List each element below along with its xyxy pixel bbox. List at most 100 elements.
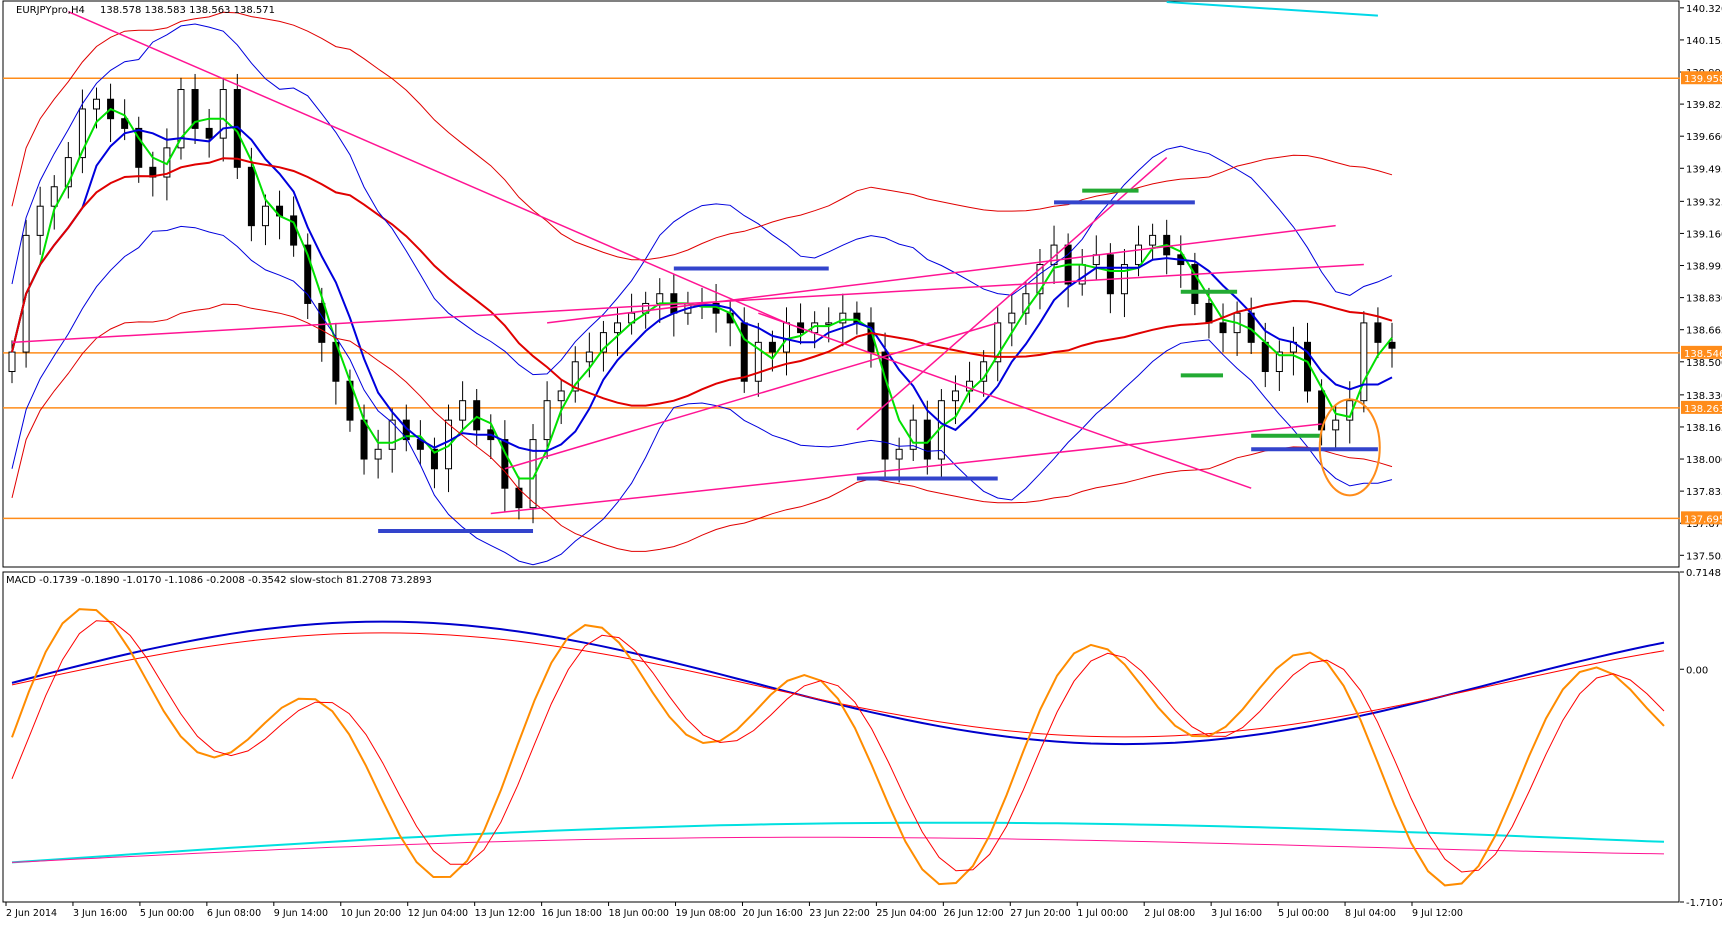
bull-candle (36, 205, 44, 236)
price-pane (2, 0, 1680, 568)
bear-candle (515, 487, 523, 509)
time-tick-label: 12 Jun 04:00 (408, 908, 468, 919)
price-tick-label: 138.500 (1686, 358, 1722, 369)
macd-tick-label: 0.7148 (1686, 568, 1721, 579)
bear-candle (1106, 254, 1114, 295)
bear-candle (473, 400, 481, 431)
trend-line (490, 423, 1322, 515)
bull-candle (543, 400, 551, 441)
bull-candle (388, 419, 396, 450)
bull-candle (839, 312, 847, 324)
price-label-text: 139.958 (1684, 74, 1722, 85)
ohlc-readout: 138.578 138.583 138.563 138.571 (100, 5, 275, 16)
time-tick-label: 6 Jun 08:00 (207, 908, 261, 919)
bull-candle (557, 390, 565, 402)
bull-candle (599, 332, 607, 353)
bear-candle (501, 439, 509, 489)
bull-candle (64, 157, 72, 188)
highlight-circle (1318, 398, 1381, 497)
moving-average-slow (11, 157, 1393, 407)
price-tick-label: 140.320 (1686, 4, 1722, 15)
macd-tick-label: 0.00 (1686, 665, 1708, 676)
macd-pane-frame (2, 571, 1680, 903)
bear-candle (1374, 322, 1382, 343)
bear-candle (430, 448, 438, 470)
price-tick-label: 138.330 (1686, 391, 1722, 402)
bull-candle (951, 390, 959, 402)
trend-line (68, 11, 787, 324)
price-tick-label: 139.660 (1686, 132, 1722, 143)
bear-candle (1261, 341, 1269, 373)
time-tick-label: 13 Jun 12:00 (475, 908, 535, 919)
bear-candle (360, 419, 368, 460)
bull-candle (1360, 322, 1368, 402)
bear-candle (121, 118, 129, 129)
time-tick-label: 1 Jul 00:00 (1077, 908, 1128, 919)
price-label-box (1681, 511, 1722, 525)
macd-title: MACD -0.1739 -0.1890 -1.0170 -1.1086 -0.… (6, 575, 432, 586)
time-tick-label: 9 Jun 14:00 (274, 908, 328, 919)
price-tick-label: 139.325 (1686, 197, 1722, 208)
price-tick-label: 140.155 (1686, 36, 1722, 47)
bear-candle (1219, 322, 1227, 334)
bull-candle (459, 400, 467, 421)
price-tick-label: 139.160 (1686, 229, 1722, 240)
outer-envelope-upper (11, 11, 1393, 261)
bull-candle (1022, 293, 1030, 314)
time-tick-label: 27 Jun 20:00 (1010, 908, 1070, 919)
price-tick-label: 138.995 (1686, 262, 1722, 273)
bull-candle (1036, 264, 1044, 295)
time-tick-label: 10 Jun 20:00 (341, 908, 401, 919)
bull-candle (219, 89, 227, 139)
envelope-lower (11, 225, 1393, 566)
bull-candle (895, 448, 903, 460)
bull-candle (374, 448, 382, 460)
bull-candle (909, 419, 917, 450)
slow-stoch-main (11, 608, 1665, 887)
price-tick-label: 137.505 (1686, 551, 1722, 562)
bear-candle (191, 89, 199, 129)
axis-layer: 140.320140.155139.990139.825139.660139.4… (5, 4, 1722, 919)
bear-candle (205, 127, 213, 139)
bull-candle (1275, 351, 1283, 373)
price-tick-label: 138.665 (1686, 326, 1722, 337)
bear-candle (768, 341, 776, 353)
bear-candle (1388, 341, 1396, 349)
trend-line (11, 263, 1364, 344)
macd-signal-line (11, 632, 1665, 738)
bull-candle (656, 293, 664, 304)
price-tick-label: 137.670 (1686, 519, 1722, 530)
time-tick-label: 16 Jun 18:00 (542, 908, 602, 919)
bull-candle (1332, 419, 1340, 431)
bear-candle (1205, 302, 1213, 324)
macd-tick-label: -1.7107 (1686, 898, 1722, 909)
price-label-box (1681, 345, 1722, 359)
bear-candle (290, 215, 298, 246)
time-tick-label: 8 Jul 04:00 (1345, 908, 1396, 919)
bull-candle (1008, 312, 1016, 324)
moving-average-medium (11, 125, 1393, 452)
price-label-text: 138.263 (1684, 404, 1722, 415)
bull-candle (1149, 234, 1157, 246)
bull-candle (50, 186, 58, 207)
price-tick-label: 138.000 (1686, 455, 1722, 466)
trend-line (547, 224, 1336, 324)
slow-stoch-signal (11, 620, 1665, 873)
time-tick-label: 18 Jun 00:00 (609, 908, 669, 919)
bull-candle (92, 98, 100, 110)
bull-candle (585, 351, 593, 363)
time-tick-label: 3 Jun 16:00 (73, 908, 127, 919)
bull-candle (571, 361, 579, 392)
time-tick-label: 5 Jul 00:00 (1278, 908, 1329, 919)
price-label-text: 137.695 (1684, 514, 1722, 525)
bear-candle (1191, 264, 1199, 304)
bull-candle (8, 351, 16, 373)
outer-envelope-lower (11, 303, 1393, 552)
bear-candle (304, 244, 312, 304)
macd-pane (2, 571, 1680, 903)
time-tick-label: 19 Jun 08:00 (676, 908, 736, 919)
bull-candle (445, 419, 453, 470)
bull-candle (261, 205, 269, 227)
